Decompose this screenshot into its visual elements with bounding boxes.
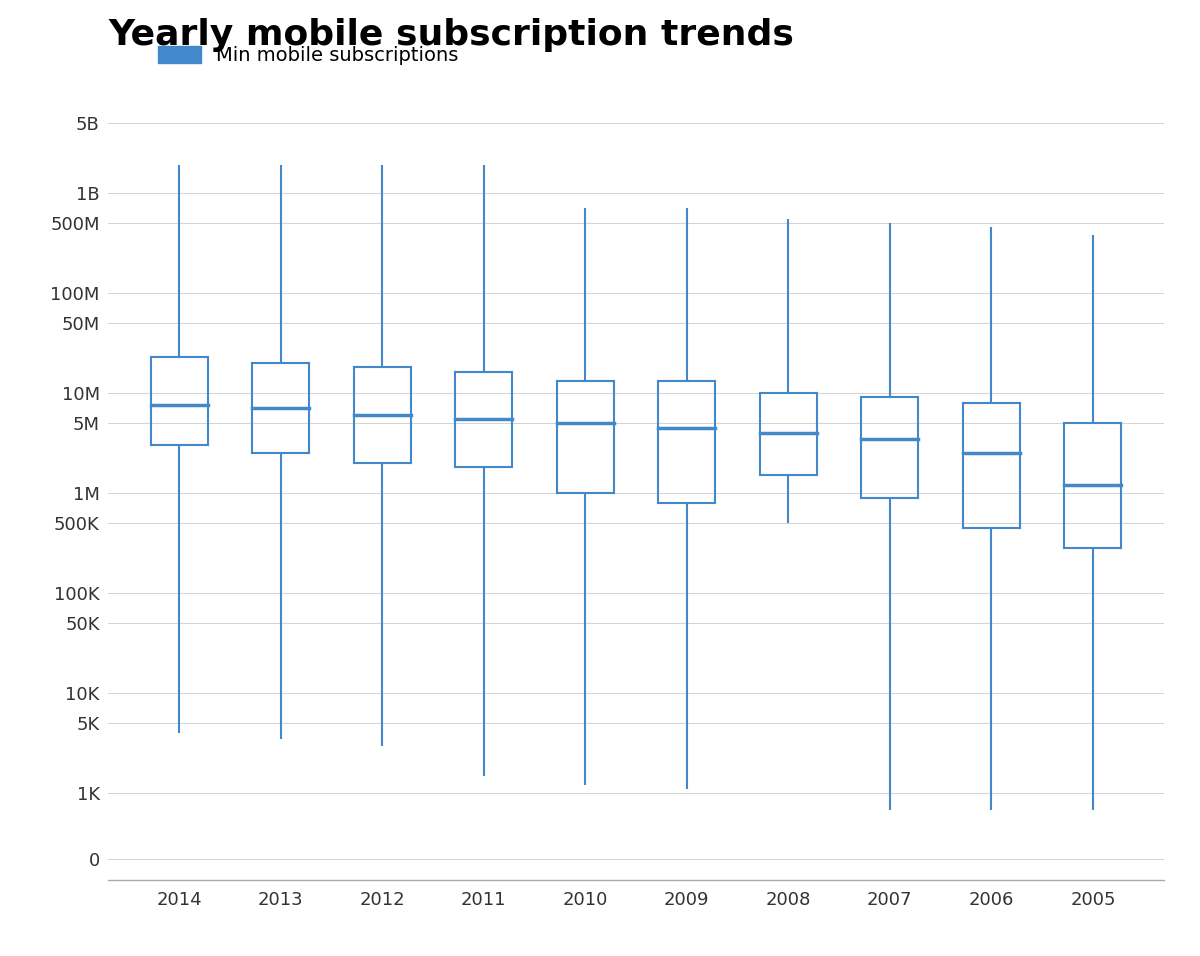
Text: Yearly mobile subscription trends: Yearly mobile subscription trends <box>108 18 794 53</box>
Legend: Min mobile subscriptions: Min mobile subscriptions <box>150 38 467 74</box>
